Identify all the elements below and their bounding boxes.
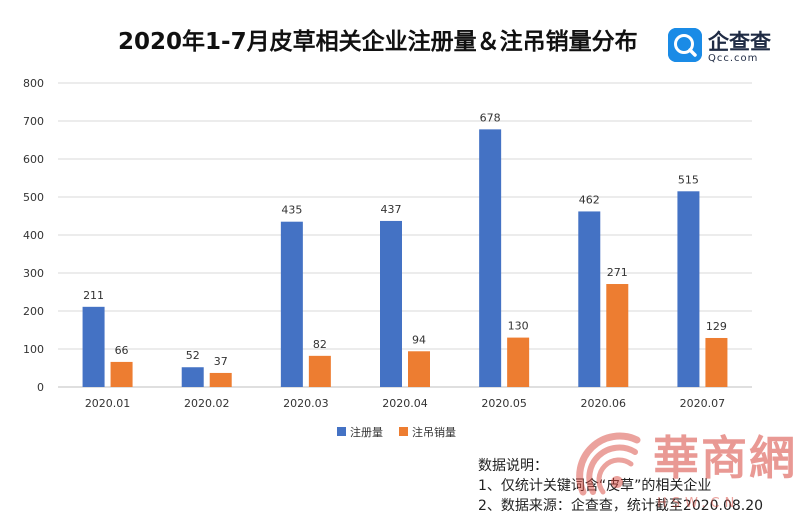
bar-revoked bbox=[209, 372, 232, 387]
legend-swatch-registered bbox=[337, 427, 346, 436]
data-label: 130 bbox=[508, 320, 529, 333]
qcc-logo: 企查查 Qcc.com bbox=[668, 26, 788, 70]
y-tick-label: 700 bbox=[23, 115, 44, 128]
x-tick-label: 2020.07 bbox=[680, 397, 726, 410]
notes-line-1: 1、仅统计关键词含“皮草”的相关企业 bbox=[478, 478, 712, 494]
bar-registered bbox=[578, 211, 601, 387]
bar-revoked bbox=[606, 284, 629, 387]
notes-line-2: 2、数据来源：企查查，统计截至2020.08.20 bbox=[478, 498, 764, 514]
bar-registered bbox=[677, 191, 700, 387]
legend-swatch-revoked bbox=[399, 427, 408, 436]
y-tick-label: 100 bbox=[23, 343, 44, 356]
bar-revoked bbox=[408, 351, 430, 387]
qcc-logo-icon bbox=[668, 28, 702, 62]
data-label: 82 bbox=[313, 338, 327, 351]
x-tick-label: 2020.06 bbox=[581, 397, 627, 410]
data-label: 129 bbox=[706, 320, 727, 333]
bar-revoked bbox=[507, 337, 530, 387]
x-tick-label: 2020.01 bbox=[85, 397, 131, 410]
bar-revoked bbox=[308, 355, 331, 387]
x-tick-label: 2020.03 bbox=[283, 397, 329, 410]
data-label: 66 bbox=[115, 344, 129, 357]
data-label: 271 bbox=[607, 266, 628, 279]
y-tick-label: 800 bbox=[23, 77, 44, 90]
hsw-watermark: 華商網 HSW.CN bbox=[565, 420, 795, 520]
chart-title: 2020年1-7月皮草相关企业注册量＆注吊销量分布 bbox=[118, 29, 638, 55]
data-label: 435 bbox=[281, 204, 302, 217]
y-tick-label: 0 bbox=[37, 381, 44, 394]
x-tick-label: 2020.05 bbox=[481, 397, 527, 410]
watermark-url: HSW.CN bbox=[657, 496, 740, 511]
bar-registered bbox=[181, 367, 204, 387]
x-tick-label: 2020.02 bbox=[184, 397, 230, 410]
y-tick-label: 500 bbox=[23, 191, 44, 204]
y-tick-label: 600 bbox=[23, 153, 44, 166]
bar-registered bbox=[479, 129, 502, 388]
data-label: 52 bbox=[186, 349, 200, 362]
data-label: 437 bbox=[381, 203, 402, 216]
data-notes: 数据说明： 1、仅统计关键词含“皮草”的相关企业 2、数据来源：企查查，统计截至… bbox=[478, 456, 763, 516]
y-tick-label: 200 bbox=[23, 305, 44, 318]
data-label: 94 bbox=[412, 333, 426, 346]
bar-registered bbox=[82, 306, 105, 387]
watermark-text: 華商網 bbox=[653, 431, 797, 485]
hsw-logo-icon bbox=[576, 432, 641, 496]
bar-revoked bbox=[705, 337, 728, 387]
data-label: 37 bbox=[214, 355, 228, 368]
legend-label: 注吊销量 bbox=[412, 425, 456, 439]
data-label: 515 bbox=[678, 173, 699, 186]
y-tick-label: 400 bbox=[23, 229, 44, 242]
logo-name: 企查查 bbox=[708, 30, 771, 54]
legend-label: 注册量 bbox=[350, 425, 383, 439]
data-label: 462 bbox=[579, 193, 600, 206]
logo-domain: Qcc.com bbox=[708, 53, 759, 64]
data-label: 211 bbox=[83, 289, 104, 302]
y-tick-label: 300 bbox=[23, 267, 44, 280]
x-tick-label: 2020.04 bbox=[382, 397, 428, 410]
bar-revoked bbox=[110, 361, 133, 387]
bar-registered bbox=[280, 221, 303, 387]
bar-registered bbox=[380, 220, 402, 387]
notes-heading: 数据说明： bbox=[478, 458, 548, 474]
data-label: 678 bbox=[480, 111, 501, 124]
